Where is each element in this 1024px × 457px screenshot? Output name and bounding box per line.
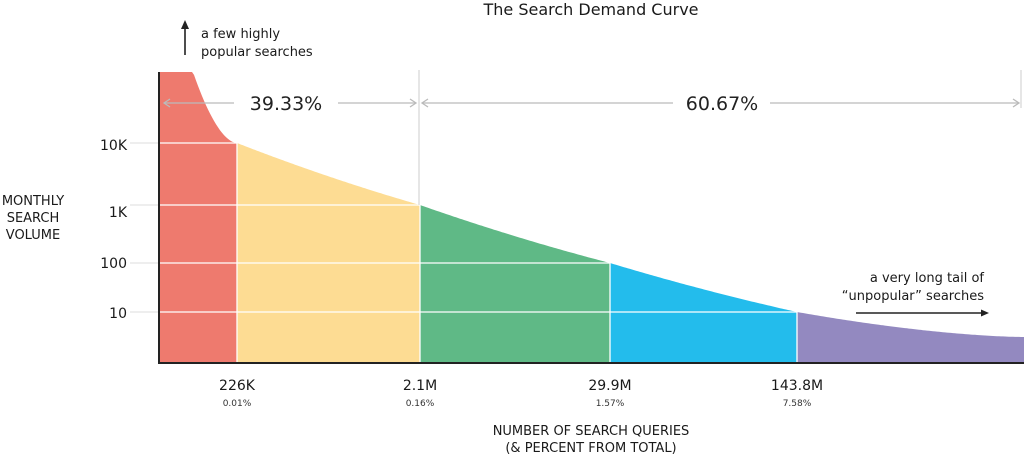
x-tick-percent: 0.01%: [223, 399, 252, 409]
chart-title: The Search Demand Curve: [482, 0, 698, 19]
area-segment: [797, 312, 1024, 363]
head-annotation-line-2: popular searches: [201, 45, 313, 60]
tail-annotation: a very long tail of “unpopular” searches: [842, 271, 989, 317]
area-segment: [420, 205, 610, 363]
tail-annotation-line-1: a very long tail of: [870, 271, 985, 286]
y-tick-label: 1K: [109, 205, 128, 221]
head-annotation: a few highly popular searches: [181, 20, 313, 60]
y-tick-label: 100: [100, 256, 127, 272]
share-arrowhead-right-1: [409, 98, 418, 108]
area-segments: [160, 72, 1024, 363]
share-arrowhead-right-2: [1012, 98, 1021, 108]
y-tick-label: 10K: [100, 138, 128, 154]
y-axis-label-line-2: SEARCH: [7, 211, 60, 226]
area-segment: [610, 263, 797, 363]
y-axis-label-line-3: VOLUME: [6, 228, 60, 243]
share-span-arrows: [162, 70, 1022, 108]
share-arrowhead-left-2: [420, 98, 429, 108]
x-tick-label: 2.1M: [403, 378, 437, 394]
right-arrowhead-icon: [981, 309, 989, 317]
x-tick-label: 29.9M: [588, 378, 631, 394]
share-arrowhead-left-1: [162, 98, 171, 108]
up-arrowhead-icon: [181, 20, 189, 29]
share-label-head: 39.33%: [250, 93, 322, 115]
x-tick-percent: 0.16%: [406, 399, 435, 409]
y-tick-labels: 10K 1K 100 10: [100, 138, 128, 322]
x-axis-label: NUMBER OF SEARCH QUERIES (& PERCENT FROM…: [493, 424, 690, 456]
y-axis-label: MONTHLY SEARCH VOLUME: [2, 194, 64, 243]
x-axis-label-line-1: NUMBER OF SEARCH QUERIES: [493, 424, 690, 439]
area-segment: [237, 143, 420, 363]
x-tick-labels: 226K 0.01% 2.1M 0.16% 29.9M 1.57% 143.8M…: [219, 378, 823, 409]
area-segment: [160, 72, 237, 363]
x-tick-label: 226K: [219, 378, 256, 394]
tail-annotation-line-2: “unpopular” searches: [842, 289, 984, 304]
grid-lines: [128, 142, 797, 313]
y-tick-label: 10: [109, 306, 127, 322]
share-label-tail: 60.67%: [686, 93, 758, 115]
head-annotation-line-1: a few highly: [201, 27, 280, 42]
x-tick-label: 143.8M: [771, 378, 823, 394]
x-tick-percent: 7.58%: [783, 399, 812, 409]
segment-dividers: [236, 70, 798, 363]
axes: [158, 72, 1024, 364]
x-axis-label-line-2: (& PERCENT FROM TOTAL): [505, 441, 676, 456]
y-axis-label-line-1: MONTHLY: [2, 194, 64, 209]
x-tick-percent: 1.57%: [596, 399, 625, 409]
